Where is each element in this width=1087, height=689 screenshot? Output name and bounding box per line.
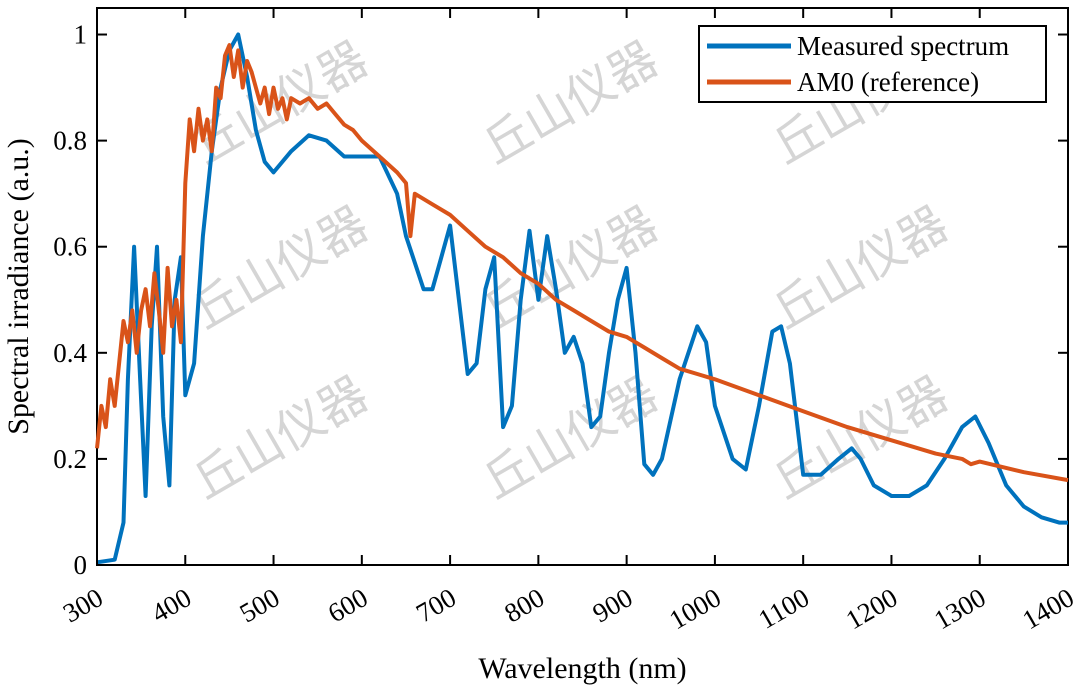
x-tick-label: 700: [411, 582, 461, 628]
y-axis-title: Spectral irradiance (a.u.): [2, 138, 35, 435]
y-tick-label: 0.6: [53, 232, 87, 262]
watermark-text: 丘山仪器: [183, 196, 377, 341]
legend-box: [698, 25, 1047, 103]
watermark-text: 丘山仪器: [473, 196, 667, 341]
x-tick-label: 1300: [929, 582, 991, 635]
y-tick-label: 0: [74, 550, 88, 580]
x-tick-label: 1400: [1017, 582, 1079, 635]
x-tick-label: 1100: [753, 582, 814, 634]
series-line-measured: [96, 32, 1068, 565]
y-tick-label: 1: [74, 20, 88, 50]
x-tick-label: 500: [234, 582, 284, 628]
series-layer: [95, 32, 1069, 565]
x-tick-label: 400: [146, 582, 196, 628]
x-tick-label: 800: [499, 582, 549, 628]
watermark-text: 丘山仪器: [763, 196, 957, 341]
y-axis-ticks: 0 0.2 0.4 0.6 0.8 1: [53, 20, 1068, 580]
legend-label-measured: Measured spectrum: [797, 31, 1009, 61]
legend: Measured spectrum AM0 (reference): [698, 25, 1047, 103]
x-tick-label: 600: [323, 582, 373, 628]
x-tick-label: 1000: [664, 582, 726, 635]
watermark-text: 丘山仪器: [473, 31, 667, 176]
x-axis-title: Wavelength (nm): [478, 652, 686, 685]
y-tick-label: 0.2: [53, 444, 87, 474]
legend-label-am0: AM0 (reference): [797, 67, 979, 97]
x-tick-label: 900: [588, 582, 638, 628]
y-tick-label: 0.4: [53, 338, 87, 368]
watermark-text: 丘山仪器: [183, 366, 377, 511]
plot-frame: [96, 7, 1069, 566]
x-tick-label: 1200: [841, 582, 903, 635]
x-tick-label: 300: [58, 582, 108, 628]
series-line-am0: [95, 43, 1069, 483]
y-tick-label: 0.8: [53, 126, 87, 156]
